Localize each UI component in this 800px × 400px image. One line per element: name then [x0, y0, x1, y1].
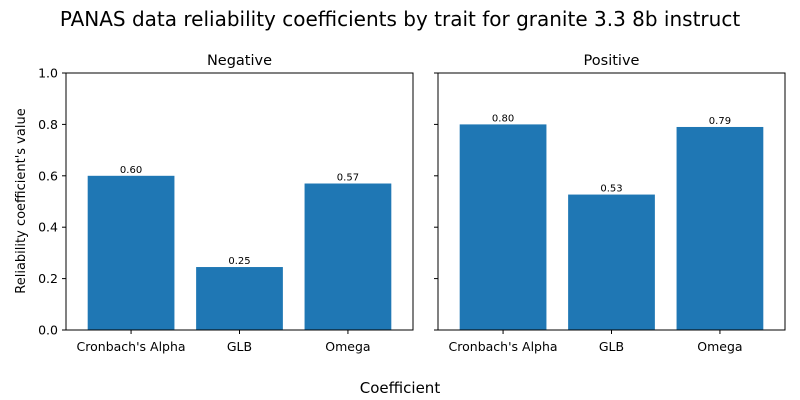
y-axis-label: Reliability coefficient's value	[14, 108, 29, 293]
bar-value-label: 0.53	[600, 184, 622, 195]
y-tick-label: 0.2	[38, 271, 58, 286]
y-tick-label: 0.4	[38, 220, 58, 235]
chart-title: PANAS data reliability coefficients by t…	[60, 7, 741, 31]
bar-value-label: 0.80	[492, 113, 514, 124]
panel-title: Positive	[584, 53, 640, 69]
bar-value-label: 0.57	[337, 173, 359, 184]
x-tick-label: Cronbach's Alpha	[449, 339, 558, 354]
bar-value-label: 0.79	[709, 116, 731, 127]
x-tick-label: GLB	[227, 339, 252, 354]
x-axis-label: Coefficient	[360, 379, 441, 397]
x-tick-label: Cronbach's Alpha	[77, 339, 186, 354]
bar	[676, 126, 764, 330]
panels: Negative 0.60 0.25 0.57 Cronbach's Alpha GLB O…	[38, 53, 786, 354]
y-tick-label: 1.0	[38, 66, 58, 81]
bar	[459, 124, 547, 331]
y-tick-label: 0.8	[38, 117, 58, 132]
y-tick-label: 0.6	[38, 168, 58, 183]
panel-title: Negative	[207, 53, 272, 69]
bar	[87, 175, 175, 330]
bar-value-label: 0.60	[120, 165, 142, 176]
bar	[568, 194, 655, 330]
x-tick-label: Omega	[697, 339, 742, 354]
bar	[304, 183, 392, 330]
panel-negative: Negative 0.60 0.25 0.57 Cronbach's Alpha GLB O…	[38, 53, 414, 354]
x-tick-label: GLB	[599, 339, 624, 354]
y-tick-label: 0.0	[38, 323, 58, 338]
bar-value-label: 0.25	[228, 256, 250, 267]
panel-positive: Positive 0.80 0.53 0.79 Cronbach's Alpha GLB O…	[434, 53, 786, 354]
x-tick-label: Omega	[325, 339, 370, 354]
bar	[196, 267, 283, 330]
